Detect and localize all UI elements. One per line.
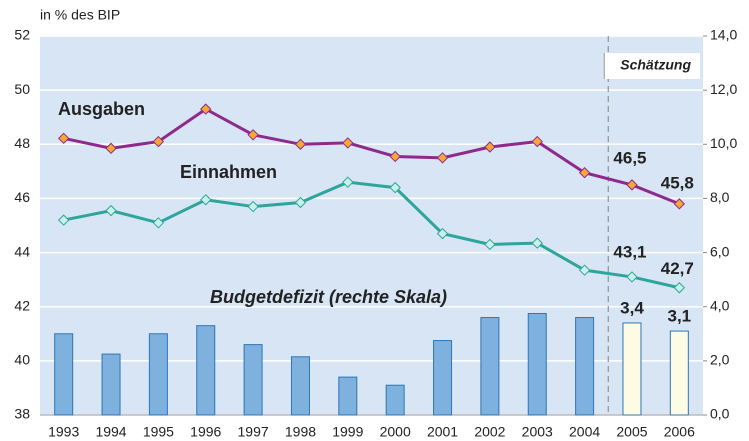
- marker: [57, 214, 70, 226]
- x-tick-label: 1995: [143, 424, 174, 440]
- bar: [243, 344, 263, 416]
- y-tick-label: 48: [14, 135, 30, 151]
- bar: [101, 353, 121, 416]
- value-label: 46,5: [613, 148, 646, 167]
- x-tick-label: 1993: [48, 424, 79, 440]
- bar: [527, 312, 547, 416]
- line: [63, 107, 680, 206]
- forecast-box: [604, 53, 700, 79]
- y2-tick-label: 2,0: [710, 352, 730, 368]
- bar: [622, 322, 642, 416]
- y-tick-label: 44: [14, 243, 30, 259]
- bar: [196, 325, 216, 416]
- marker: [294, 138, 307, 150]
- marker: [247, 129, 259, 141]
- x-tick-label: 2004: [569, 424, 600, 440]
- line: [63, 180, 680, 290]
- bar: [54, 333, 74, 416]
- bar: [385, 384, 405, 416]
- marker: [200, 194, 212, 206]
- x-tick-label: 2003: [522, 424, 553, 440]
- bar: [575, 317, 595, 416]
- marker: [105, 142, 117, 155]
- value-label: 3,4: [620, 298, 644, 317]
- x-tick-label: 1999: [332, 424, 363, 440]
- marker: [342, 137, 354, 149]
- marker: [247, 200, 259, 213]
- y2-tick-label: 10,0: [710, 135, 737, 151]
- x-tick-label: 2002: [474, 424, 505, 440]
- y-tick-label: 40: [14, 352, 30, 368]
- y2-tick-label: 0,0: [710, 406, 730, 422]
- x-tick-label: 1998: [285, 424, 316, 440]
- marker: [531, 135, 543, 148]
- value-label: 43,1: [613, 242, 646, 261]
- marker: [105, 204, 117, 217]
- marker: [673, 198, 686, 210]
- y-tick-label: 50: [14, 81, 30, 97]
- marker: [436, 227, 449, 240]
- marker: [484, 141, 496, 153]
- x-tick-label: 1996: [190, 424, 221, 440]
- marker: [578, 264, 591, 276]
- y-tick-label: 52: [14, 27, 30, 43]
- marker: [626, 179, 638, 191]
- x-tick-label: 2001: [427, 424, 458, 440]
- marker: [484, 238, 496, 251]
- x-tick-label: 1997: [238, 424, 269, 440]
- y2-tick-label: 14,0: [710, 27, 737, 43]
- bar: [480, 317, 500, 416]
- marker: [389, 181, 401, 194]
- forecast-label: Schätzung: [620, 57, 691, 73]
- series-label: Ausgaben: [58, 99, 145, 119]
- bar: [433, 340, 453, 416]
- value-label: 3,1: [668, 307, 692, 326]
- plot-area: [40, 36, 703, 415]
- y-tick-label: 42: [14, 297, 30, 313]
- value-label: 45,8: [661, 173, 694, 192]
- marker: [342, 176, 354, 188]
- marker: [531, 237, 543, 249]
- series-label: Budgetdefizit (rechte Skala): [210, 287, 447, 307]
- marker: [152, 135, 165, 148]
- x-tick-label: 2000: [380, 424, 411, 440]
- y-tick-label: 38: [14, 406, 30, 422]
- y2-tick-label: 8,0: [710, 189, 730, 205]
- marker: [436, 152, 449, 164]
- marker: [200, 103, 212, 115]
- subtitle: in % des BIP: [40, 7, 120, 23]
- bar: [338, 376, 358, 416]
- marker: [578, 167, 591, 179]
- y2-tick-label: 12,0: [710, 81, 737, 97]
- marker: [389, 150, 401, 163]
- bar: [148, 333, 168, 416]
- x-tick-label: 2006: [664, 424, 695, 440]
- marker: [57, 132, 70, 145]
- bar: [290, 356, 310, 416]
- x-tick-label: 2005: [616, 424, 647, 440]
- marker: [152, 217, 165, 229]
- y2-tick-label: 4,0: [710, 297, 730, 313]
- series-label: Einnahmen: [180, 162, 277, 182]
- y-tick-label: 46: [14, 189, 30, 205]
- y2-tick-label: 6,0: [710, 243, 730, 259]
- bar: [669, 330, 689, 416]
- value-label: 42,7: [661, 259, 694, 278]
- marker: [294, 196, 307, 209]
- marker: [626, 271, 638, 283]
- marker: [673, 282, 686, 294]
- x-tick-label: 1994: [95, 424, 126, 440]
